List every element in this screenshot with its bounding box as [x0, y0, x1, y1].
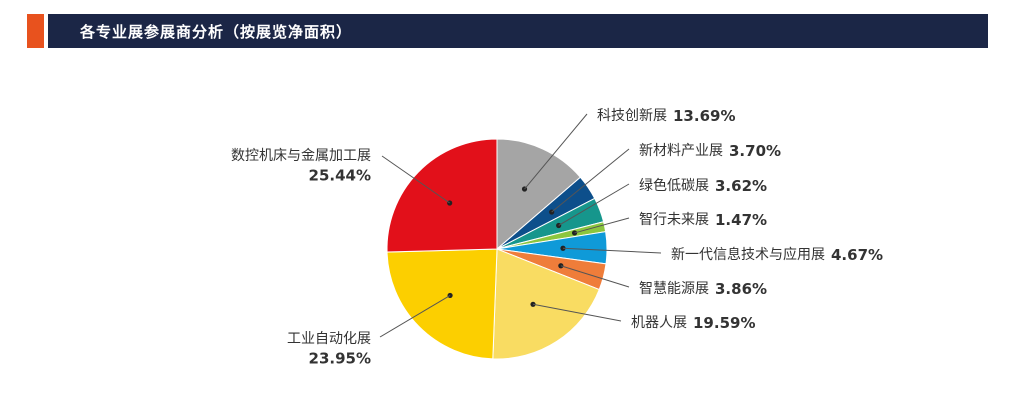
leader-line — [379, 295, 451, 338]
slice-label: 新一代信息技术与应用展 4.67% — [671, 246, 883, 264]
slice-label: 智慧能源展 3.86% — [639, 280, 767, 298]
slice-label-value: 3.86% — [715, 280, 767, 298]
header-bar: 各专业展参展商分析（按展览净面积） — [48, 14, 988, 48]
leader-line — [560, 265, 630, 288]
leader-line — [532, 303, 622, 322]
slice-label: 机器人展 19.59% — [631, 314, 755, 332]
slice-label-value: 13.69% — [673, 107, 735, 125]
slice-label-name: 新材料产业展 — [639, 143, 723, 159]
slice-label: 绿色低碳展 3.62% — [639, 177, 767, 195]
chart-title: 各专业展参展商分析（按展览净面积） — [80, 22, 353, 41]
slice-label: 智行未来展 1.47% — [639, 211, 767, 229]
slice-label-name: 科技创新展 — [597, 108, 667, 124]
leader-line — [524, 113, 588, 190]
pie-slice — [492, 248, 600, 360]
slice-label: 新材料产业展 3.70% — [639, 142, 781, 160]
slice-label-value: 23.95% — [309, 350, 371, 368]
leader-line — [558, 183, 630, 226]
leader-line — [562, 247, 662, 254]
slice-label-name: 数控机床与金属加工展 — [231, 148, 371, 164]
slice-label-name: 绿色低碳展 — [639, 177, 709, 194]
pie-annotations: 科技创新展 13.69% 新材料产业展 3.70% 绿色低碳展 3.62% 智行未来展 1.4… — [231, 107, 883, 368]
leader-line — [574, 217, 630, 234]
slice-label-value: 1.47% — [715, 211, 767, 229]
slice-label-name: 智慧能源展 — [639, 281, 709, 297]
pie-slice — [386, 138, 498, 253]
slice-label-name: 智行未来展 — [639, 212, 709, 228]
slice-label: 科技创新展 13.69% — [597, 107, 735, 125]
leader-line — [551, 148, 630, 213]
pie-slice — [386, 248, 498, 360]
slice-label-value: 19.59% — [693, 314, 755, 332]
slice-label-value: 3.70% — [729, 142, 781, 160]
pie-slice — [496, 138, 582, 251]
slice-label-value: 4.67% — [831, 246, 883, 264]
header-accent-bar — [27, 14, 44, 48]
slice-label-name: 机器人展 — [631, 315, 687, 331]
slice-label-name: 新一代信息技术与应用展 — [671, 246, 825, 263]
slice-label-value: 25.44% — [309, 167, 371, 185]
leader-line — [381, 155, 450, 204]
pie-slices — [386, 138, 608, 360]
slice-label-value: 3.62% — [715, 177, 767, 195]
slice-label-name: 工业自动化展 — [287, 331, 371, 347]
